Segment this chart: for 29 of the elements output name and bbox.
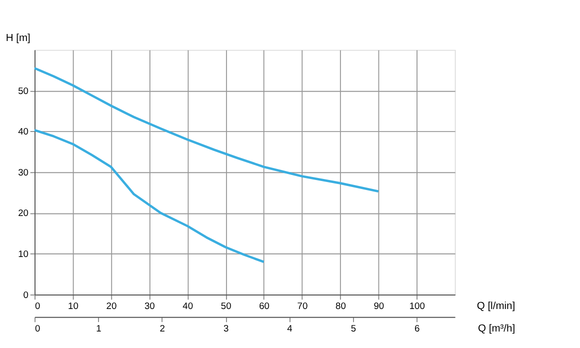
- x2-tick-label: 1: [96, 323, 102, 334]
- x-axis-title: Q [l/min]: [476, 300, 516, 312]
- x-tick-label: 70: [297, 300, 308, 311]
- x-tick-label: 10: [68, 300, 78, 311]
- y-tick-label: 40: [18, 126, 28, 137]
- y-tick-label: 0: [23, 290, 28, 300]
- x-tick-label: 50: [220, 300, 232, 311]
- y-tick-label: 20: [18, 208, 28, 218]
- x-tick-label: 20: [106, 300, 117, 311]
- x-tick-label: 100: [409, 300, 425, 311]
- x-tick-label: 90: [374, 300, 384, 311]
- x-tick-label: 30: [144, 300, 155, 311]
- x-tick-label: 60: [259, 300, 270, 311]
- x2-tick-label: 3: [223, 323, 229, 334]
- y-tick-label: 10: [18, 249, 28, 259]
- y-tick-label: 50: [18, 86, 28, 96]
- line-series: [33, 128, 265, 264]
- x-tick-label: 80: [335, 300, 346, 311]
- x2-axis-title: Q [m³/h]: [478, 323, 516, 334]
- x2-tick-label: 2: [160, 323, 165, 334]
- y-tick-label: 30: [18, 167, 28, 178]
- x2-tick-label: 0: [35, 323, 40, 334]
- x2-tick-label: 4: [287, 323, 292, 334]
- x-tick-label: 0: [35, 300, 40, 311]
- x2-tick-label: 6: [414, 323, 420, 334]
- x-tick-label: 40: [182, 300, 194, 311]
- x2-tick-label: 5: [350, 323, 356, 334]
- line-series: [33, 66, 380, 193]
- y-axis-title: H [m]: [6, 32, 30, 44]
